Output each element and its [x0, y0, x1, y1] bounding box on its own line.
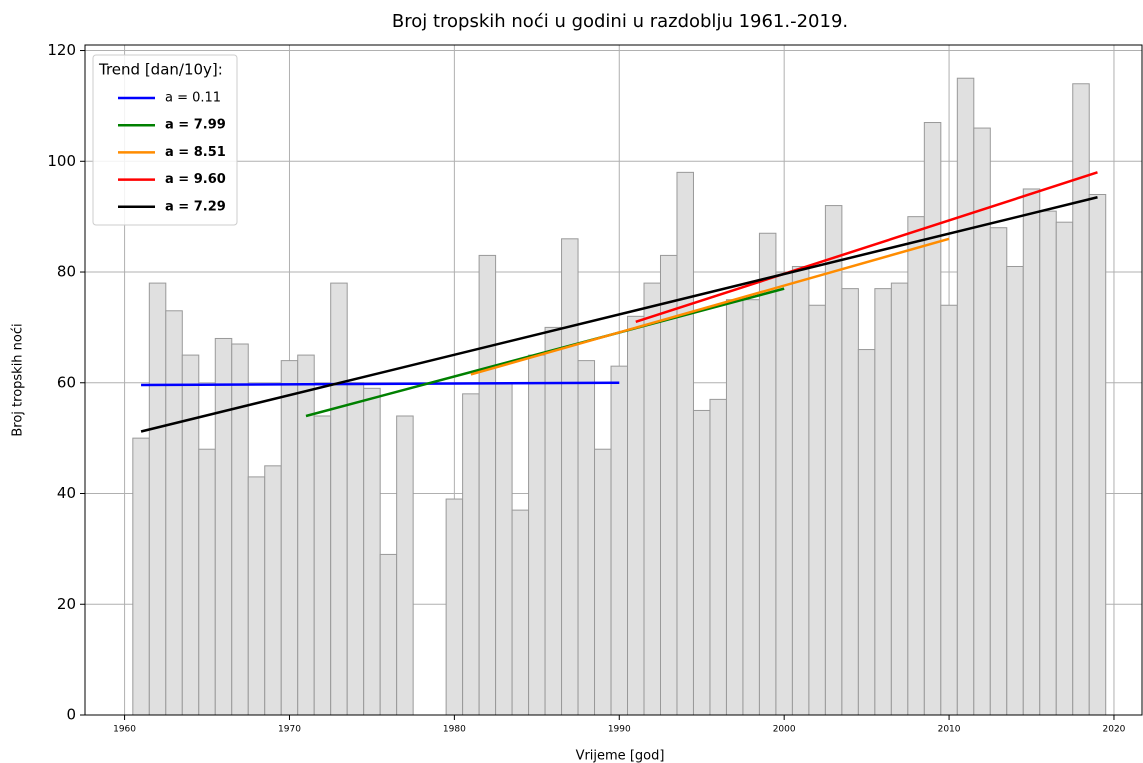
bar	[643, 282, 661, 716]
bar	[346, 382, 365, 716]
bar	[445, 498, 464, 716]
bar	[841, 288, 859, 716]
trend-line	[140, 196, 1098, 433]
y-tick-label: 40	[57, 484, 76, 502]
bar	[231, 343, 249, 716]
bar	[214, 337, 233, 716]
bar	[874, 288, 892, 716]
bar	[709, 398, 727, 716]
bar	[148, 282, 167, 716]
y-tick-label: 0	[66, 706, 76, 724]
bar	[363, 387, 381, 716]
bar	[907, 216, 925, 716]
x-tick-label: 2010	[938, 725, 961, 735]
trend-line	[470, 237, 950, 376]
bar	[742, 299, 760, 716]
bar	[676, 171, 694, 716]
x-tick-label: 1970	[278, 725, 301, 735]
x-tick-label: 1960	[113, 725, 136, 735]
legend-label: a = 9.60	[165, 172, 226, 187]
bar	[956, 77, 975, 716]
bar	[808, 304, 826, 716]
bar	[1022, 188, 1041, 716]
bar	[610, 365, 629, 716]
bar	[544, 326, 563, 716]
bar	[824, 205, 843, 716]
bar	[462, 393, 480, 716]
bar	[1055, 221, 1074, 716]
bar	[594, 448, 612, 716]
bar	[940, 304, 958, 716]
bar	[528, 354, 546, 716]
bar	[725, 299, 744, 716]
bar	[923, 122, 942, 716]
trend-line	[141, 381, 620, 387]
bar	[495, 382, 513, 716]
y-tick-label: 120	[47, 41, 76, 59]
trend-line	[635, 171, 1098, 324]
y-tick-label: 100	[47, 152, 76, 170]
legend-label: a = 0.11	[165, 91, 221, 106]
y-axis-label: Broj tropskih noći	[11, 323, 26, 436]
bar	[280, 360, 299, 716]
bar	[181, 354, 200, 716]
bar	[132, 437, 150, 716]
legend-label: a = 7.29	[165, 199, 226, 214]
bar	[313, 415, 332, 716]
bar	[989, 227, 1008, 716]
legend-label: a = 8.51	[165, 145, 226, 160]
x-tick-label: 2020	[1103, 725, 1126, 735]
x-tick-label: 2000	[773, 725, 796, 735]
bar	[478, 254, 497, 716]
bar	[890, 282, 909, 716]
bar	[791, 265, 810, 716]
y-tick-label: 20	[57, 595, 76, 613]
bar	[379, 553, 398, 716]
bar	[758, 232, 777, 716]
bar	[659, 254, 678, 716]
bar	[561, 238, 579, 716]
bar	[775, 271, 793, 716]
legend-label: a = 7.99	[165, 118, 226, 133]
x-axis-label: Vrijeme [god]	[576, 749, 665, 763]
bar	[1039, 210, 1057, 716]
chart-title: Broj tropskih noći u godini u razdoblju …	[392, 11, 848, 32]
y-tick-label: 60	[57, 373, 76, 391]
bar	[857, 349, 876, 716]
bar	[264, 465, 282, 716]
bar	[511, 509, 530, 716]
bar	[627, 315, 645, 716]
y-tick-label: 80	[57, 263, 76, 281]
bar	[973, 127, 991, 716]
bar	[198, 448, 216, 716]
bar	[165, 310, 183, 716]
bar	[577, 360, 596, 716]
x-tick-label: 1980	[443, 725, 466, 735]
legend-title: Trend [dan/10y]:	[98, 61, 223, 79]
bar	[396, 415, 414, 716]
bar	[692, 409, 711, 716]
bar	[1088, 194, 1107, 716]
bar	[330, 282, 348, 716]
plot-frame	[84, 44, 1143, 716]
bar	[1006, 265, 1024, 716]
bar	[297, 354, 315, 716]
x-tick-label: 1990	[608, 725, 631, 735]
bar	[247, 476, 266, 716]
